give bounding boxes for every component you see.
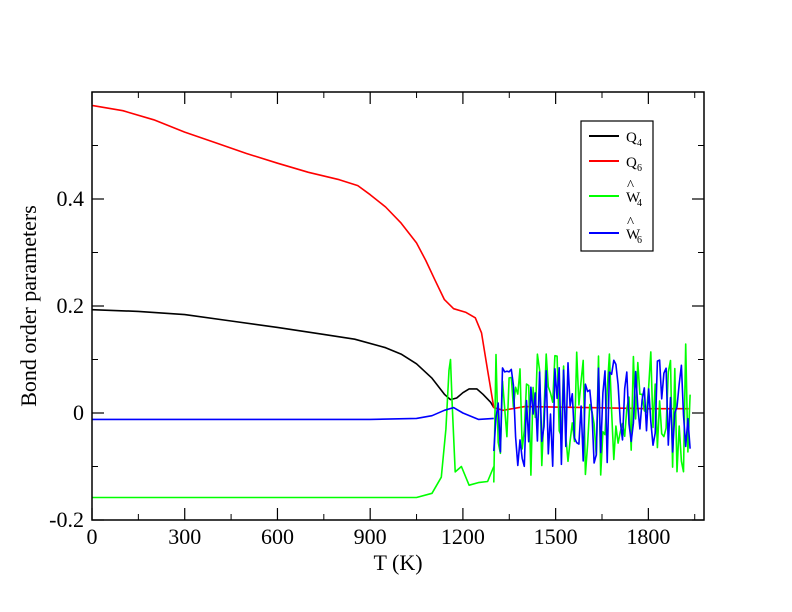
x-axis-title: T (K): [373, 550, 422, 575]
legend-box: [580, 120, 654, 252]
legend-subscript-q6: 6: [637, 163, 642, 174]
y-tick-label: -0.2: [49, 507, 84, 532]
x-tick-label: 0: [87, 524, 98, 549]
x-tick-label: 600: [261, 524, 294, 549]
legend-subscript-w4: 4: [637, 198, 642, 209]
legend-label-q4: Q: [626, 130, 637, 146]
y-tick-label: 0.2: [57, 293, 85, 318]
series-line-w4: [92, 358, 495, 499]
x-tick-label: 900: [354, 524, 387, 549]
legend-label-w4: W: [626, 190, 641, 206]
y-axis-title: Bond order parameters: [16, 205, 41, 407]
ticks-layer: 0 300 600 900 1200 1500 1800-0.200.20.4: [49, 92, 704, 549]
legend-label-w6: W: [626, 227, 641, 243]
x-tick-label: 1200: [441, 524, 485, 549]
series-layer: [91, 104, 691, 499]
series-fluctuation-w6: [493, 359, 691, 468]
series-line-q4: [91, 308, 495, 409]
legend-subscript-w6: 6: [637, 235, 642, 246]
series-line-w6: [92, 406, 494, 421]
y-tick-label: 0.4: [57, 186, 85, 211]
legend-hat-w6: ^: [627, 215, 634, 231]
legend-subscript-q4: 4: [637, 138, 642, 149]
legend: Q 4Q 6W4^W6^: [580, 120, 654, 252]
x-tick-label: 300: [168, 524, 201, 549]
legend-label-q6: Q: [626, 155, 637, 171]
legend-hat-w4: ^: [627, 178, 634, 194]
y-tick-label: 0: [73, 400, 84, 425]
x-tick-label: 1800: [626, 524, 670, 549]
x-tick-label: 1500: [534, 524, 578, 549]
